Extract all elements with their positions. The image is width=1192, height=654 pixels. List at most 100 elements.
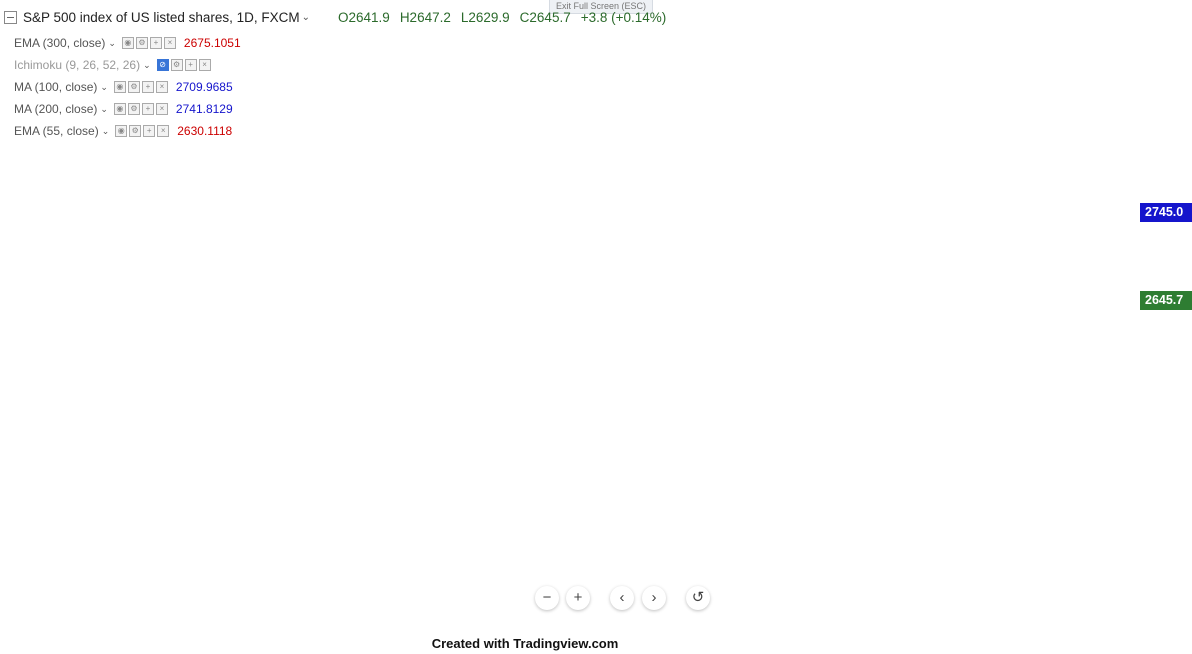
indicator-name: EMA (300, close)	[14, 36, 106, 50]
candle-body	[814, 455, 818, 473]
candle-body	[667, 234, 671, 256]
candle-body	[779, 367, 783, 384]
indicator-row-ema300[interactable]: EMA (300, close) ⌄ ◉ ⚙ + × 2675.1051	[14, 32, 241, 54]
close-icon[interactable]: ×	[198, 59, 211, 71]
collapse-legend-button[interactable]	[4, 10, 17, 24]
y-tick-label: 2840.0	[1150, 121, 1185, 133]
last-price-tag: 2645.7	[1140, 291, 1192, 310]
zoom-out-button[interactable]: −	[535, 586, 559, 610]
ema-300-line	[2, 205, 885, 455]
chevron-down-icon[interactable]: ⌄	[100, 81, 108, 92]
candle-body	[674, 188, 678, 215]
candle-body	[758, 268, 762, 282]
chevron-down-icon[interactable]: ⌄	[100, 103, 108, 114]
close-icon[interactable]: ×	[155, 103, 168, 115]
plus-icon[interactable]: +	[141, 103, 154, 115]
candle-body	[58, 203, 62, 214]
candle-body	[345, 248, 349, 257]
symbol-title[interactable]: S&P 500 index of US listed shares, 1D, F…	[23, 9, 300, 25]
candle-body	[538, 76, 541, 84]
trendline-long	[667, 532, 1141, 613]
candle-body	[786, 388, 790, 431]
candle-body	[198, 301, 202, 307]
candle-body	[142, 280, 146, 289]
candle-body	[454, 120, 457, 127]
candle-body	[622, 158, 625, 180]
candle-body	[531, 76, 534, 86]
gear-icon[interactable]: ⚙	[127, 103, 140, 115]
gear-icon[interactable]: ⚙	[170, 59, 183, 71]
candle-body	[321, 203, 324, 205]
candle-body	[100, 342, 104, 352]
zoom-in-button[interactable]: +	[566, 586, 590, 610]
chevron-down-icon[interactable]: ⌄	[143, 59, 151, 70]
candle-body	[356, 246, 359, 255]
candle-body	[825, 408, 828, 430]
chevron-down-icon[interactable]: ⌄	[301, 11, 311, 23]
gear-icon[interactable]: ⚙	[127, 81, 140, 93]
candle-body	[401, 144, 405, 150]
candle-body	[524, 93, 527, 95]
chevron-down-icon[interactable]: ⌄	[101, 125, 110, 136]
indicator-row-ichimoku[interactable]: Ichimoku (9, 26, 52, 26) ⌄ ⊘ ⚙ + ×	[14, 54, 241, 76]
candle-body	[643, 253, 646, 268]
eye-icon[interactable]: ◉	[113, 103, 126, 115]
gear-icon[interactable]: ⚙	[135, 37, 148, 49]
candle-body	[874, 292, 877, 295]
scroll-left-button[interactable]: ‹	[610, 586, 634, 610]
candle-body	[289, 194, 293, 219]
candle-body	[559, 35, 562, 50]
candle-body	[842, 345, 846, 361]
candle-body	[391, 158, 394, 164]
eye-off-icon[interactable]: ⊘	[156, 59, 169, 71]
plus-icon[interactable]: +	[149, 37, 162, 49]
fib-level-label: 0.236(2476.3)	[799, 456, 871, 468]
candle-body	[685, 165, 688, 171]
indicator-row-ma200[interactable]: MA (200, close) ⌄ ◉ ⚙ + × 2741.8129	[14, 98, 241, 120]
candle-body	[482, 96, 485, 108]
candle-body	[541, 72, 545, 84]
exit-fullscreen-hint[interactable]: Exit Full Screen (ESC)	[549, 0, 653, 14]
candle-body	[821, 427, 825, 448]
candle-body	[300, 166, 303, 182]
reset-chart-button[interactable]: ↺	[686, 586, 710, 610]
candle-body	[517, 74, 520, 83]
candle-body	[650, 271, 653, 296]
chevron-down-icon[interactable]: ⌄	[108, 37, 116, 48]
candle-body	[772, 328, 776, 338]
candle-body	[373, 192, 377, 194]
scroll-right-button[interactable]: ›	[642, 586, 666, 610]
eye-icon[interactable]: ◉	[115, 125, 128, 137]
indicator-row-ma100[interactable]: MA (100, close) ⌄ ◉ ⚙ + × 2709.9685	[14, 76, 241, 98]
fibonacci-retracement: 0.618(2706.7) 0.5(2635.5) 0.382(2564.3) 0.2…	[745, 241, 871, 468]
candle-body	[377, 169, 380, 194]
indicator-row-ema55[interactable]: EMA (55, close) ⌄ ◉ ⚙ + × 2630.1118	[14, 120, 241, 142]
candle-body	[366, 215, 370, 227]
eye-icon[interactable]: ◉	[121, 37, 134, 49]
candle-body	[877, 291, 881, 296]
candle-body	[832, 375, 835, 405]
close-icon[interactable]: ×	[157, 125, 170, 137]
close-icon[interactable]: ×	[163, 37, 176, 49]
gear-icon[interactable]: ⚙	[129, 125, 142, 137]
ichimoku-span	[619, 197, 884, 212]
candle-body	[279, 231, 282, 237]
plus-icon[interactable]: +	[143, 125, 156, 137]
y-tick-label: 2720.0	[1150, 229, 1185, 241]
candle-body	[62, 185, 65, 206]
candle-body	[513, 66, 517, 74]
eye-icon[interactable]: ◉	[113, 81, 126, 93]
y-tick-label: 2520.0	[1150, 409, 1185, 421]
plus-icon[interactable]: +	[141, 81, 154, 93]
plus-icon[interactable]: +	[184, 59, 197, 71]
close-value: C2645.7	[519, 9, 571, 25]
candle-body	[429, 126, 433, 130]
candle-body	[692, 174, 695, 194]
candle-body	[307, 179, 310, 188]
candle-body	[111, 349, 114, 359]
candle-body	[261, 257, 265, 267]
candle-body	[597, 80, 601, 89]
candle-body	[762, 279, 765, 306]
candle-body	[849, 324, 853, 333]
close-icon[interactable]: ×	[155, 81, 168, 93]
